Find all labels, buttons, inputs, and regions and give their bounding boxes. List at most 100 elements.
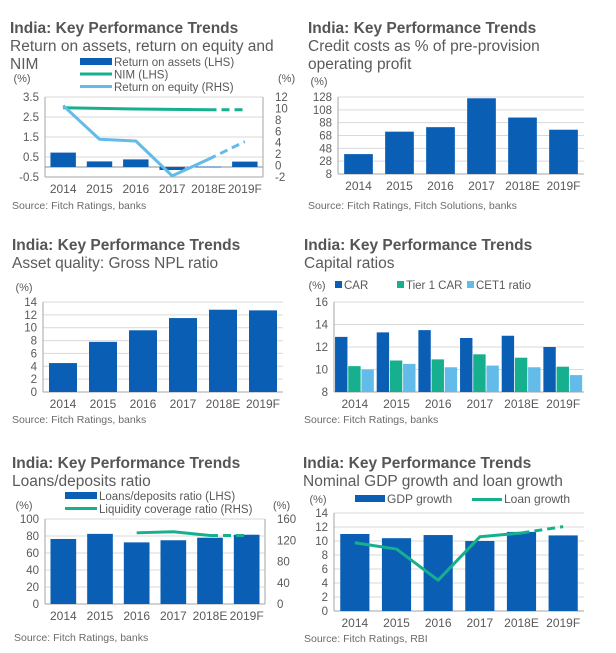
legend-swatch <box>80 85 112 88</box>
y-tick-label: 12 <box>24 310 37 322</box>
y-axis-label: (%) <box>13 73 30 85</box>
legend-label: Liquidity coverage ratio (RHS) <box>99 504 253 516</box>
line-liquidity-coverage-ratio-rhs <box>136 530 211 537</box>
bar-gross-npl-ratio <box>49 363 77 392</box>
legend-swatch <box>397 281 404 288</box>
x-tick-label: 2015 <box>383 616 410 630</box>
line-return-on-equity-rhs <box>62 104 210 178</box>
chart-panel-capital: India: Key Performance Trends Capital ra… <box>304 237 604 273</box>
bar-loans-deposits-ratio-lhs <box>87 533 113 604</box>
x-tick-label: 2018E <box>206 397 241 411</box>
y-tick-label-right: 160 <box>277 514 296 526</box>
bar-loans-deposits-ratio-lhs <box>160 540 187 604</box>
x-tick-label: 2015 <box>386 179 413 193</box>
x-tick-label: 2014 <box>341 616 368 630</box>
x-tick-label: 2014 <box>345 179 372 193</box>
y-tick-label-right: 80 <box>277 557 290 569</box>
y-tick-label: 28 <box>319 156 332 168</box>
line-loan-growth-forecast <box>521 525 564 535</box>
bar-gdp-growth <box>506 531 537 611</box>
legend-label: Tier 1 CAR <box>406 280 462 292</box>
bar-gross-npl-ratio <box>169 318 197 392</box>
chart-subtitle: Loans/deposits ratio <box>12 473 151 490</box>
bar-gross-npl-ratio <box>209 309 237 392</box>
x-tick-label: 2016 <box>425 397 452 411</box>
bar-return-on-assets-lhs <box>195 166 222 168</box>
bar-car <box>501 335 515 392</box>
y-axis-label-right: (%) <box>273 500 290 512</box>
bar-car <box>460 338 473 392</box>
y-tick-label: 2.5 <box>23 112 39 124</box>
y-tick-label: 108 <box>313 105 332 117</box>
legend-label: Return on equity (RHS) <box>114 82 234 94</box>
y-tick-label: 14 <box>315 508 328 520</box>
x-tick-label: 2018E <box>504 397 539 411</box>
x-tick-label: 2019F <box>228 182 262 196</box>
line-return-on-equity-rhs-forecast <box>207 140 246 161</box>
y-tick-label: 40 <box>26 565 39 577</box>
chart-title: India: Key Performance Trends <box>10 20 239 37</box>
legend-label: CAR <box>344 280 368 292</box>
y-tick-label: 12 <box>315 342 328 354</box>
y-axis-label: (%) <box>308 280 325 292</box>
x-tick-label: 2016 <box>130 397 157 411</box>
chart-panel-credit-costs: India: Key Performance Trends Credit cos… <box>308 20 608 74</box>
bar-cet1-ratio <box>361 369 374 392</box>
bar-tier-1-car <box>389 360 403 392</box>
line-nim-lhs <box>63 106 209 112</box>
bar-car <box>376 332 390 392</box>
chart-source: Source: Fitch Ratings, banks <box>14 632 149 644</box>
y-tick-label: 128 <box>313 92 332 104</box>
y-tick-label-right: 12 <box>275 92 288 104</box>
x-tick-label: 2014 <box>50 609 77 623</box>
y-tick-label-right: -2 <box>275 172 285 184</box>
legend-swatch <box>355 495 385 502</box>
chart-source: Source: Fitch Ratings, banks <box>12 414 147 426</box>
chart-title: India: Key Performance Trends <box>303 455 532 472</box>
x-tick-label: 2015 <box>86 182 113 196</box>
bar-gross-npl-ratio <box>129 330 157 392</box>
legend-swatch <box>335 281 342 288</box>
bar-cet1-ratio <box>403 363 416 392</box>
y-tick-label: 8 <box>326 169 332 181</box>
x-tick-label: 2018E <box>504 616 539 630</box>
x-tick-label: 2016 <box>122 182 149 196</box>
y-tick-label: 2 <box>322 592 328 604</box>
y-tick-label: 8 <box>322 387 328 399</box>
bar-car <box>335 336 348 392</box>
x-tick-label: 2014 <box>341 397 368 411</box>
bar-cet1-ratio <box>486 365 499 392</box>
y-tick-label: 20 <box>26 582 39 594</box>
bar-credit-costs <box>467 98 496 174</box>
legend-label: Loan growth <box>504 492 570 506</box>
x-tick-label: 2019F <box>546 179 580 193</box>
x-tick-label: 2017 <box>468 179 495 193</box>
bar-gdp-growth <box>548 535 578 611</box>
bar-return-on-assets-lhs <box>159 167 185 170</box>
x-tick-label: 2014 <box>50 182 77 196</box>
y-tick-label: 10 <box>24 323 37 335</box>
bar-return-on-assets-lhs <box>232 161 258 167</box>
x-tick-label: 2015 <box>383 397 410 411</box>
bar-credit-costs <box>426 127 455 174</box>
x-tick-label: 2018E <box>505 179 540 193</box>
x-tick-label: 2016 <box>123 609 150 623</box>
bar-tier-1-car <box>348 366 361 392</box>
y-tick-label: 1.5 <box>23 132 39 144</box>
x-tick-label: 2017 <box>466 616 493 630</box>
y-axis-label: (%) <box>15 282 32 294</box>
legend-swatch <box>80 72 112 76</box>
bar-credit-costs <box>549 129 578 174</box>
bar-credit-costs <box>385 131 414 174</box>
legend-label: Loans/deposits ratio (LHS) <box>99 491 235 503</box>
legend-swatch <box>472 498 502 501</box>
bar-tier-1-car <box>473 354 486 392</box>
bar-cet1-ratio <box>528 367 541 392</box>
x-tick-label: 2017 <box>466 397 493 411</box>
x-tick-label: 2016 <box>427 179 454 193</box>
